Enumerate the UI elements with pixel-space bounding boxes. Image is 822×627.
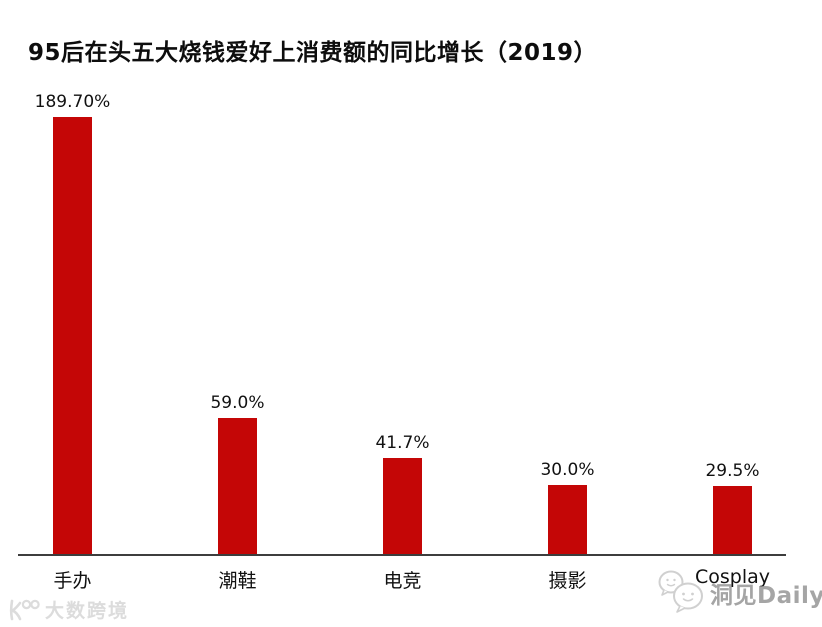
- bar-category-label: 摄影: [548, 570, 587, 592]
- dashukuajing-logo-icon: [9, 599, 40, 620]
- bar-category-label: Cosplay: [694, 566, 771, 588]
- bar: [548, 485, 587, 554]
- bar-value-label: 29.5%: [705, 461, 760, 481]
- bar: [53, 117, 92, 554]
- chart-title: 95后在头五大烧钱爱好上消费额的同比增长（2019）: [28, 40, 598, 66]
- bar-value-label: 59.0%: [210, 393, 265, 413]
- watermark-bottom-left-text: 大数跨境: [45, 600, 130, 622]
- bar-value-label: 30.0%: [540, 460, 595, 480]
- bar: [383, 458, 422, 554]
- bar: [713, 486, 752, 554]
- bar-value-label: 189.70%: [34, 92, 111, 112]
- x-axis-line: [18, 554, 786, 556]
- bar: [218, 418, 257, 554]
- watermark-bottom-left: 大数跨境: [7, 596, 129, 623]
- bar-value-label: 41.7%: [375, 433, 430, 453]
- bar-category-label: 电竞: [383, 570, 422, 592]
- bar-category-label: 潮鞋: [218, 570, 257, 592]
- bar-category-label: 手办: [53, 570, 92, 592]
